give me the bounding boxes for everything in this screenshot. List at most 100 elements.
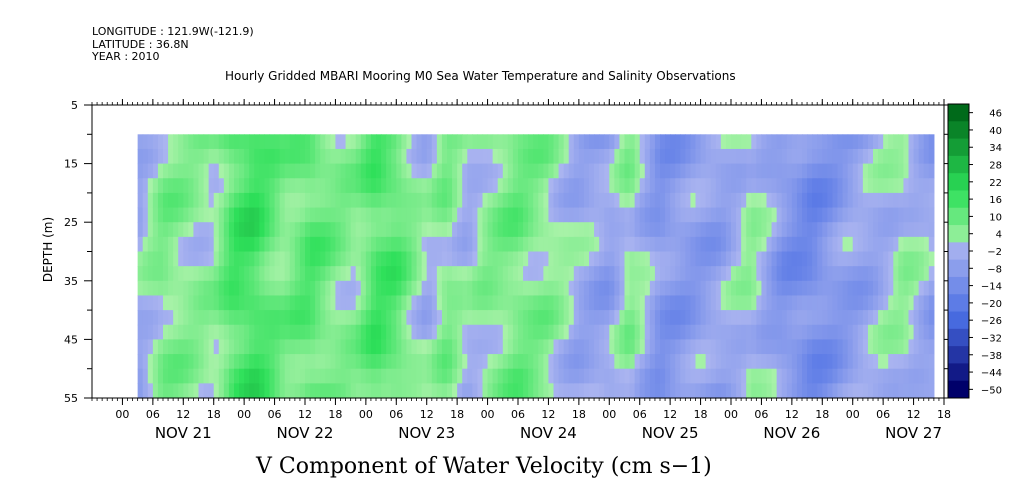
heatmap-cell xyxy=(284,134,291,150)
heatmap-cell xyxy=(614,207,621,223)
heatmap-cell xyxy=(756,222,763,238)
heatmap-cell xyxy=(401,178,408,194)
heatmap-cell xyxy=(832,134,839,150)
heatmap-cell xyxy=(923,148,930,165)
heatmap-cell xyxy=(426,178,433,194)
colorbar-band xyxy=(948,311,969,330)
heatmap-cell xyxy=(761,178,768,194)
heatmap-cell xyxy=(178,310,184,326)
heatmap-cell xyxy=(665,354,671,370)
heatmap-cell xyxy=(609,383,615,399)
heatmap-cell xyxy=(168,251,174,267)
heatmap-cell xyxy=(746,163,752,179)
heatmap-cell xyxy=(847,251,854,267)
latitude-label: LATITUDE : 36.8N xyxy=(92,38,189,51)
heatmap-cell xyxy=(178,324,184,340)
heatmap-cell xyxy=(599,236,605,253)
heatmap-cell xyxy=(837,207,844,223)
heatmap-cell xyxy=(543,222,550,238)
heatmap-cell xyxy=(533,207,539,223)
heatmap-cell xyxy=(589,383,595,399)
heatmap-cell xyxy=(183,266,189,282)
heatmap-cell xyxy=(700,192,707,209)
heatmap-cell xyxy=(386,163,392,179)
heatmap-cell xyxy=(528,251,534,267)
heatmap-cell xyxy=(898,178,905,194)
heatmap-cell xyxy=(294,222,301,238)
heatmap-cell xyxy=(675,207,681,223)
heatmap-cell xyxy=(147,295,154,311)
heatmap-cell xyxy=(533,280,539,297)
x-hour-tick-label: 18 xyxy=(328,408,342,421)
heatmap-cell xyxy=(421,266,428,282)
heatmap-cell xyxy=(822,251,828,267)
heatmap-cell xyxy=(512,251,519,267)
heatmap-cell xyxy=(923,354,930,370)
heatmap-cell xyxy=(563,368,570,384)
heatmap-cell xyxy=(477,134,484,150)
heatmap-cell xyxy=(213,134,220,150)
heatmap-cell xyxy=(497,339,504,355)
heatmap-cell xyxy=(193,178,200,194)
heatmap-cell xyxy=(720,134,727,150)
heatmap-cell xyxy=(619,383,626,399)
heatmap-cell xyxy=(421,222,428,238)
heatmap-cell xyxy=(259,236,266,253)
heatmap-cell xyxy=(837,222,844,238)
heatmap-cell xyxy=(249,266,255,282)
heatmap-cell xyxy=(370,368,377,384)
heatmap-cell xyxy=(883,295,889,311)
heatmap-cell xyxy=(766,310,773,326)
heatmap-cell xyxy=(558,295,565,311)
heatmap-cell xyxy=(305,163,311,179)
heatmap-cell xyxy=(355,280,362,297)
heatmap-cell xyxy=(685,354,692,370)
heatmap-cell xyxy=(837,310,844,326)
heatmap-cell xyxy=(857,236,864,253)
colorbar-label: −26 xyxy=(981,316,1002,327)
heatmap-cell xyxy=(649,295,656,311)
heatmap-cell xyxy=(781,251,788,267)
heatmap-cell xyxy=(812,134,818,150)
heatmap-cell xyxy=(376,310,382,326)
heatmap-cell xyxy=(421,207,428,223)
heatmap-cell xyxy=(315,163,321,179)
heatmap-cell xyxy=(624,148,631,165)
heatmap-cell xyxy=(137,295,144,311)
heatmap-cell xyxy=(888,163,894,179)
heatmap-cell xyxy=(898,383,905,399)
heatmap-cell xyxy=(391,280,397,297)
heatmap-cell xyxy=(548,266,555,282)
heatmap-cell xyxy=(223,148,230,165)
heatmap-cell xyxy=(563,207,570,223)
heatmap-cell xyxy=(355,236,362,253)
heatmap-cell xyxy=(289,134,296,150)
x-hour-tick-label: 06 xyxy=(511,408,525,421)
heatmap-cell xyxy=(903,280,910,297)
heatmap-cell xyxy=(340,295,347,311)
heatmap-cell xyxy=(741,280,747,297)
heatmap-cell xyxy=(908,280,915,297)
heatmap-cell xyxy=(624,222,631,238)
heatmap-cell xyxy=(761,148,768,165)
heatmap-cell xyxy=(563,222,570,238)
heatmap-cell xyxy=(426,236,433,253)
heatmap-cell xyxy=(928,266,935,282)
heatmap-cell xyxy=(467,295,473,311)
heatmap-cell xyxy=(715,251,722,267)
heatmap-cell xyxy=(553,148,560,165)
heatmap-cell xyxy=(771,207,778,223)
heatmap-cell xyxy=(634,134,641,150)
heatmap-cell xyxy=(776,178,783,194)
heatmap-cell xyxy=(827,163,834,179)
heatmap-cell xyxy=(360,192,367,209)
heatmap-cell xyxy=(913,251,920,267)
heatmap-cell xyxy=(746,310,752,326)
heatmap-cell xyxy=(695,192,702,209)
heatmap-cell xyxy=(512,280,519,297)
heatmap-cell xyxy=(807,148,813,165)
heatmap-cell xyxy=(208,339,215,355)
heatmap-cell xyxy=(563,192,570,209)
heatmap-cell xyxy=(299,207,306,223)
